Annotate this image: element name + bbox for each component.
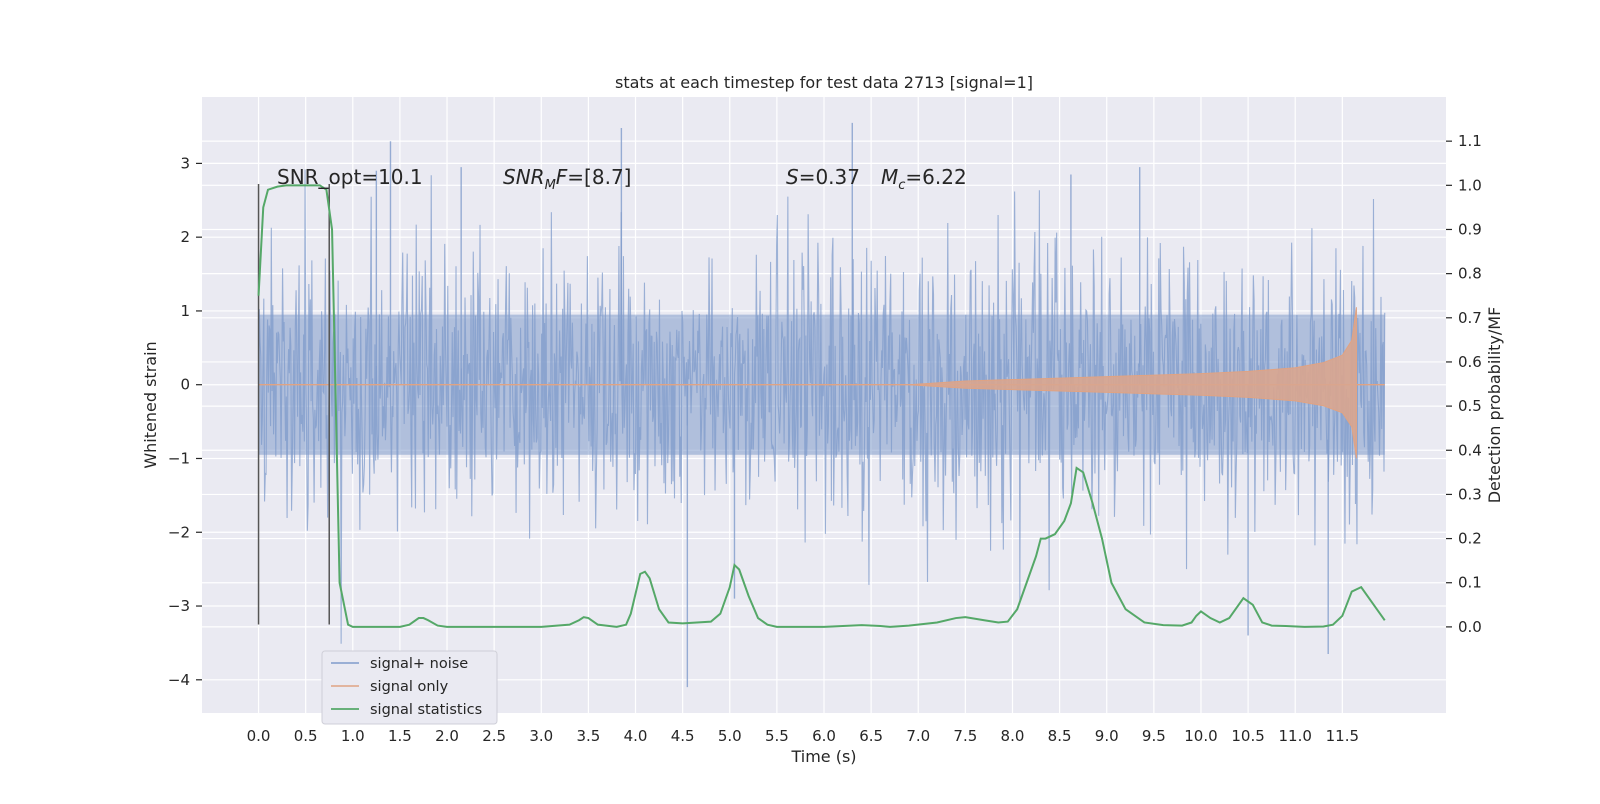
y-tick-label-1: −3 <box>168 597 190 615</box>
y2-tick-label-4: 0.4 <box>1458 441 1482 459</box>
annotation-mc-value: =6.22 <box>905 165 966 189</box>
x-tick-label-21: 10.5 <box>1231 727 1264 745</box>
annotation-s-value: =0.37 <box>799 165 860 189</box>
x-tick-label-3: 1.5 <box>388 727 412 745</box>
x-tick-label-20: 10.0 <box>1184 727 1217 745</box>
x-tick-label-10: 5.0 <box>718 727 742 745</box>
y2-tick-label-1: 0.1 <box>1458 574 1482 592</box>
x-tick-label-14: 7.0 <box>906 727 930 745</box>
signal-only-series <box>258 307 1385 459</box>
y2-tick-label-7: 0.7 <box>1458 309 1482 327</box>
y-tick-label-4: 0 <box>180 376 190 394</box>
x-axis-label: Time (s) <box>790 747 856 766</box>
y2-tick-label-9: 0.9 <box>1458 220 1482 238</box>
x-tick-label-4: 2.0 <box>435 727 459 745</box>
y-tick-label-0: −4 <box>168 671 190 689</box>
annotation-s: S=0.37 <box>786 165 860 189</box>
y-tick-label-5: 1 <box>180 302 190 320</box>
y2-tick-label-3: 0.3 <box>1458 485 1482 503</box>
x-tick-label-1: 0.5 <box>294 727 318 745</box>
annotation-snr-mf-value: =[8.7] <box>567 165 631 189</box>
legend-label-stats: signal statistics <box>370 702 482 718</box>
legend-label-signal: signal only <box>370 679 449 695</box>
x-tick-label-7: 3.5 <box>576 727 600 745</box>
y-axis-ticks: −4 −3 −2 −1 0 1 2 3 <box>168 154 202 689</box>
annotation-snr-mf: SNRMF=[8.7] <box>503 165 631 193</box>
y2-tick-label-2: 0.2 <box>1458 530 1482 548</box>
y-axis-label: Whitened strain <box>141 341 160 468</box>
vertical-markers <box>257 184 330 625</box>
legend-frame <box>321 650 498 725</box>
legend: signal+ noise signal only signal statist… <box>321 650 498 725</box>
x-tick-label-13: 6.5 <box>859 727 883 745</box>
legend-label-noise: signal+ noise <box>370 656 468 672</box>
y2-tick-label-8: 0.8 <box>1458 265 1482 283</box>
x-tick-label-9: 4.5 <box>671 727 695 745</box>
x-axis-ticks: 0.0 0.5 1.0 1.5 2.0 2.5 3.0 3.5 4.0 4.5 5.0 5.5 6.0 6… <box>247 727 1359 745</box>
y2-tick-label-10: 1.0 <box>1458 176 1482 194</box>
x-tick-label-5: 2.5 <box>482 727 506 745</box>
y2-tick-label-0: 0.0 <box>1458 618 1482 636</box>
annotation-snr-mf-snr: SNR <box>503 165 545 189</box>
signal-statistics-series <box>257 184 1386 628</box>
x-tick-label-19: 9.5 <box>1142 727 1166 745</box>
annotation-snr-opt: SNR_opt=10.1 <box>277 165 423 189</box>
y2-axis-label: Detection probability/MF <box>1485 307 1504 504</box>
signal-statistics-line <box>257 184 1386 628</box>
x-tick-label-6: 3.0 <box>529 727 553 745</box>
x-tick-label-8: 4.0 <box>624 727 648 745</box>
y2-axis-ticks: 0.0 0.1 0.2 0.3 0.4 0.5 0.6 0.7 0.8 0.9 1.0 1.1 <box>1446 132 1482 636</box>
x-tick-label-22: 11.0 <box>1279 727 1312 745</box>
annotations: SNR_opt=10.1 SNRMF=[8.7] S=0.37 Mc=6.22 <box>277 165 967 193</box>
x-tick-label-17: 8.5 <box>1048 727 1072 745</box>
signal-chirp-envelope <box>908 307 1357 459</box>
x-tick-label-18: 9.0 <box>1095 727 1119 745</box>
y-tick-label-3: −1 <box>168 449 190 467</box>
x-tick-label-15: 7.5 <box>953 727 977 745</box>
annotation-snr-mf-f: F <box>556 165 568 189</box>
y-tick-label-6: 2 <box>180 228 190 246</box>
y2-tick-label-11: 1.1 <box>1458 132 1482 150</box>
annotation-mc: Mc=6.22 <box>881 165 967 193</box>
x-tick-label-23: 11.5 <box>1326 727 1359 745</box>
x-tick-label-12: 6.0 <box>812 727 836 745</box>
annotation-mc-sub: c <box>898 178 905 193</box>
x-tick-label-0: 0.0 <box>247 727 271 745</box>
y2-tick-label-6: 0.6 <box>1458 353 1482 371</box>
x-tick-label-16: 8.0 <box>1001 727 1025 745</box>
annotation-s-symbol: S <box>786 165 799 189</box>
annotation-snr-mf-sub: M <box>545 178 556 193</box>
y-tick-label-7: 3 <box>180 154 190 172</box>
y2-tick-label-5: 0.5 <box>1458 397 1482 415</box>
annotation-mc-symbol: M <box>881 165 898 189</box>
y-tick-label-2: −2 <box>168 523 190 541</box>
x-tick-label-11: 5.5 <box>765 727 789 745</box>
x-tick-label-2: 1.0 <box>341 727 365 745</box>
chart-title: stats at each timestep for test data 271… <box>615 73 1033 92</box>
